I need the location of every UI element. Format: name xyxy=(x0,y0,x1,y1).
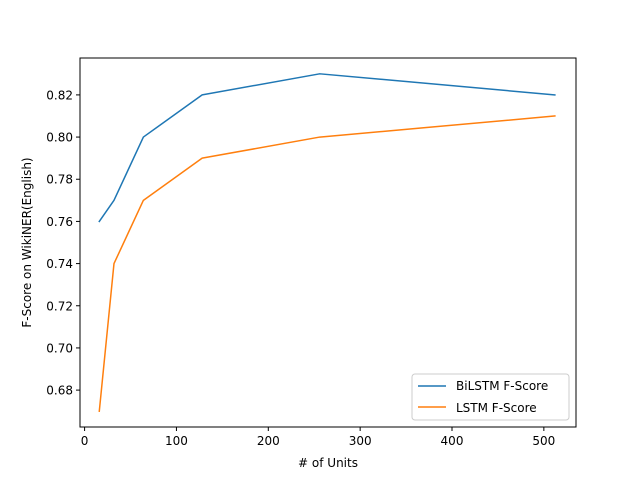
y-tick-label: 0.76 xyxy=(46,215,73,229)
y-tick-label: 0.80 xyxy=(46,131,73,145)
x-tick-label: 0 xyxy=(81,434,89,448)
y-tick-label: 0.82 xyxy=(46,88,73,102)
legend: BiLSTM F-Score LSTM F-Score xyxy=(411,373,570,421)
x-tick-label: 300 xyxy=(349,434,372,448)
series-line-0 xyxy=(98,73,556,223)
series-line-1 xyxy=(98,115,556,413)
x-tick-label: 100 xyxy=(165,434,188,448)
y-axis-label: F-Score on WikiNER(English) xyxy=(20,157,34,327)
y-tick-label: 0.68 xyxy=(46,384,73,398)
legend-box xyxy=(411,373,570,421)
x-axis-label: # of Units xyxy=(298,456,358,470)
x-tick-label: 200 xyxy=(257,434,280,448)
axes-layer: 0 100 200 300 400 500 0.68 0.70 0.72 0.74 0.76 0.78… xyxy=(46,88,555,448)
x-tick-label: 500 xyxy=(532,434,555,448)
series-layer xyxy=(98,73,556,413)
legend-label-lstm: LSTM F-Score xyxy=(456,401,537,415)
y-tick-label: 0.72 xyxy=(46,299,73,313)
plot-area-background xyxy=(80,58,576,427)
y-tick-label: 0.74 xyxy=(46,257,73,271)
x-tick-label: 400 xyxy=(441,434,464,448)
y-tick-label: 0.70 xyxy=(46,341,73,355)
legend-label-bilstm: BiLSTM F-Score xyxy=(456,379,548,393)
plot-frame xyxy=(79,57,577,428)
y-tick-label: 0.78 xyxy=(46,173,73,187)
